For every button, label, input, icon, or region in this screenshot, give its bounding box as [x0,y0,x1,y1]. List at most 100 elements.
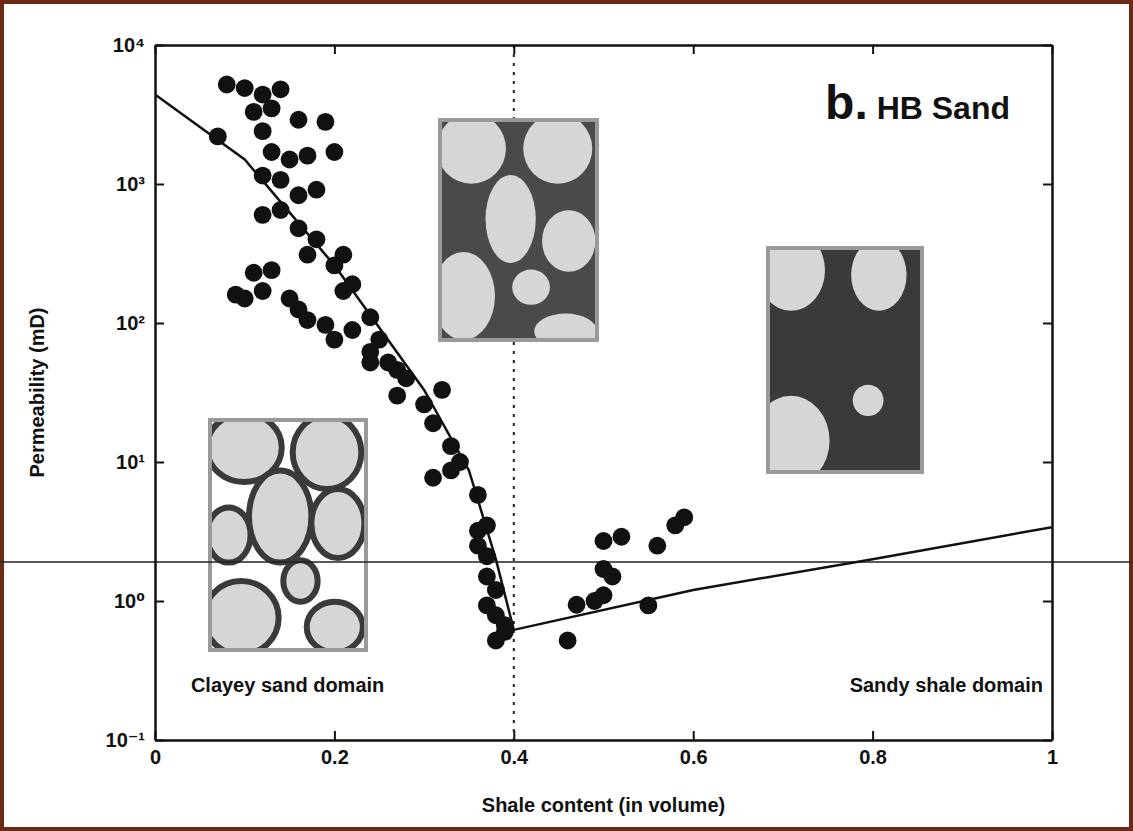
tick-label: 0.4 [500,746,529,768]
illustration-grain [440,252,495,340]
slide-rule [0,561,1133,563]
data-point [245,103,263,121]
illustration-grain [311,489,364,558]
illustration-grain [486,175,536,263]
tick-mark [513,45,515,54]
tick-label: 10³ [116,173,145,195]
tick: 10³ [116,173,164,195]
data-point [218,76,236,94]
illustration-grain [542,210,595,272]
data-point [254,282,272,300]
tick: 10¹ [116,451,164,473]
tick-mark [1043,601,1052,603]
y-axis-title: Permeability (mD) [26,307,48,477]
x-axis-top [156,45,1053,54]
illustration-grain [210,507,251,562]
tick [514,45,515,54]
data-point [317,113,335,131]
tick-label: 10⁴ [113,34,145,56]
data-point [487,632,505,650]
illustration-grain [440,120,506,184]
illustration-grain [534,314,597,340]
chart-title: b. HB Sand [825,76,1010,129]
data-point [595,532,613,550]
tick: 10⁻¹ [106,729,164,751]
pore-illustration [753,230,922,485]
tick: 0.4 [500,731,529,768]
tick: 0.6 [680,731,708,768]
tick: 10² [116,312,164,334]
tick-mark [155,184,164,186]
pore-illustration [204,413,366,654]
tick-label: 10¹ [116,451,145,473]
illustration-grain [512,270,550,305]
data-point [433,381,451,399]
data-point [442,461,460,479]
tick [873,45,874,54]
tick-mark [1043,740,1052,742]
tick: 10⁴ [113,34,164,56]
illustration-grain [768,248,825,311]
data-point [272,80,290,98]
illustration-grain [210,581,279,650]
data-point [415,395,433,413]
data-point [281,151,299,169]
tick-mark [155,45,164,47]
data-point [254,206,272,224]
y-axis: 10⁻¹ 10⁰ 10¹ 10² 10³ 10⁴ [106,34,164,751]
tick-mark [155,740,164,742]
data-point [325,331,343,349]
illustration-grain [851,248,906,311]
tick-mark [693,45,695,54]
x-axis-title: Shale content (in volume) [482,794,725,816]
data-layer [155,76,1052,650]
data-point [343,321,361,339]
axis-line [156,44,1053,47]
data-point [272,171,290,189]
tick-label: 0 [150,746,161,768]
axis-line [1051,46,1054,741]
data-point [559,632,577,650]
data-point [245,264,263,282]
data-point [675,508,693,526]
annotation: Clayey sand domain [191,674,384,696]
data-point [595,560,613,578]
tick [334,45,335,54]
annotation: Sandy shale domain [850,674,1043,696]
tick-label: 10⁰ [114,590,145,612]
tick-mark [1043,45,1052,47]
illustration-grain [307,602,363,650]
data-point [299,311,317,329]
data-point [299,147,317,165]
pore-illustration [432,113,597,348]
illustration-grain [283,560,317,601]
tick-mark [1043,184,1052,186]
data-point [263,99,281,117]
tick-mark [1043,462,1052,464]
tick-label: 1 [1047,746,1058,768]
tick-label: 10⁻¹ [106,729,146,751]
tick-label: 0.6 [680,746,708,768]
axis-line [156,739,1053,742]
illustration-grain [853,385,884,416]
illustration-grain [249,471,311,563]
data-point [263,143,281,161]
tick: 10⁰ [114,590,164,612]
tick-mark [334,731,336,740]
data-point [325,143,343,161]
data-point [424,469,442,487]
illustrations [204,113,922,654]
data-point [290,111,308,129]
tick [1043,601,1052,602]
background [0,0,1133,831]
tick-mark [872,45,874,54]
data-point [568,596,586,614]
tick [1043,184,1052,185]
tick: 0.8 [859,731,887,768]
tick [1043,740,1052,741]
data-point [290,186,308,204]
data-point [613,528,631,546]
tick-mark [693,731,695,740]
tick-mark [334,45,336,54]
x-axis: 00.20.40.60.81 [150,731,1058,768]
